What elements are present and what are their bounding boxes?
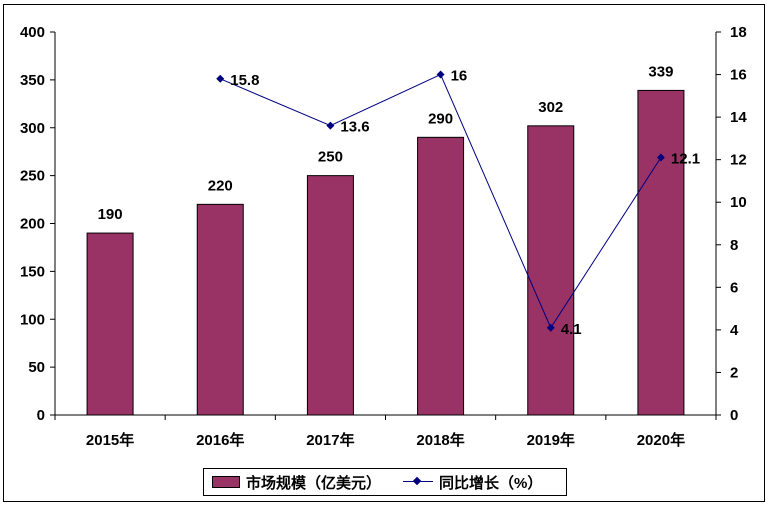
bar-data-label: 290 (428, 110, 453, 127)
y-right-tick-label: 4 (730, 322, 739, 339)
bar-data-label: 190 (98, 206, 123, 223)
growth-data-label: 15.8 (230, 72, 259, 89)
bar-data-label: 220 (208, 177, 233, 194)
y-right-tick-label: 16 (730, 67, 747, 84)
x-tick-label: 2019年 (527, 431, 575, 449)
legend-label-market-size: 市场规模（亿美元） (246, 474, 382, 492)
legend-bar-swatch (212, 476, 240, 488)
y-left-tick-label: 300 (20, 120, 45, 137)
y-right-tick-label: 0 (730, 407, 738, 424)
y-left-tick-label: 200 (20, 216, 45, 233)
growth-data-label: 13.6 (340, 119, 369, 136)
growth-data-label: 12.1 (671, 151, 700, 168)
x-tick-label: 2020年 (637, 431, 685, 449)
y-right-tick-label: 10 (730, 194, 747, 211)
growth-point (436, 70, 445, 79)
legend-label-growth: 同比增长（%） (439, 474, 543, 492)
bar (306, 175, 354, 416)
x-tick-label: 2017年 (306, 431, 354, 449)
bar-data-label: 339 (648, 63, 673, 80)
plot-area: 0 50 100 150 200 250 300 350 400 0 2 4 6 8 10 12 14 16 18 2… (20, 24, 747, 449)
y-left-tick-label: 150 (20, 263, 45, 280)
bar (527, 125, 575, 416)
y-right-tick-label: 6 (730, 279, 738, 296)
y-left-tick-label: 0 (37, 407, 45, 424)
y-left-tick-label: 100 (20, 311, 45, 328)
bar-data-label: 302 (538, 99, 563, 116)
legend-item-growth: 同比增长（%） (403, 472, 542, 493)
legend-line-swatch (403, 476, 434, 488)
legend: 市场规模（亿美元） 同比增长（%） (203, 468, 567, 496)
x-tick-label: 2016年 (196, 431, 244, 449)
y-right-tick-label: 12 (730, 152, 747, 169)
bar (637, 89, 685, 416)
y-left-tick-label: 250 (20, 168, 45, 185)
y-left-tick-label: 50 (28, 359, 45, 376)
bar (417, 136, 465, 416)
bar (86, 232, 134, 416)
growth-data-label: 4.1 (561, 321, 582, 338)
growth-point (546, 323, 555, 332)
legend-item-market-size: 市场规模（亿美元） (212, 472, 381, 493)
growth-point (656, 153, 665, 162)
y-left-tick-label: 400 (20, 24, 45, 41)
y-right-tick-label: 18 (730, 24, 747, 41)
y-right-tick-label: 2 (730, 364, 738, 381)
growth-point (326, 121, 335, 130)
bar-data-label: 250 (318, 149, 343, 166)
x-tick-label: 2015年 (86, 431, 134, 449)
growth-data-label: 16 (451, 68, 468, 85)
growth-point (216, 74, 225, 83)
y-right-tick-label: 14 (730, 109, 747, 126)
y-left-tick-label: 350 (20, 72, 45, 89)
x-tick-label: 2018年 (416, 431, 464, 449)
y-right-tick-label: 8 (730, 237, 738, 254)
bar (196, 203, 244, 416)
